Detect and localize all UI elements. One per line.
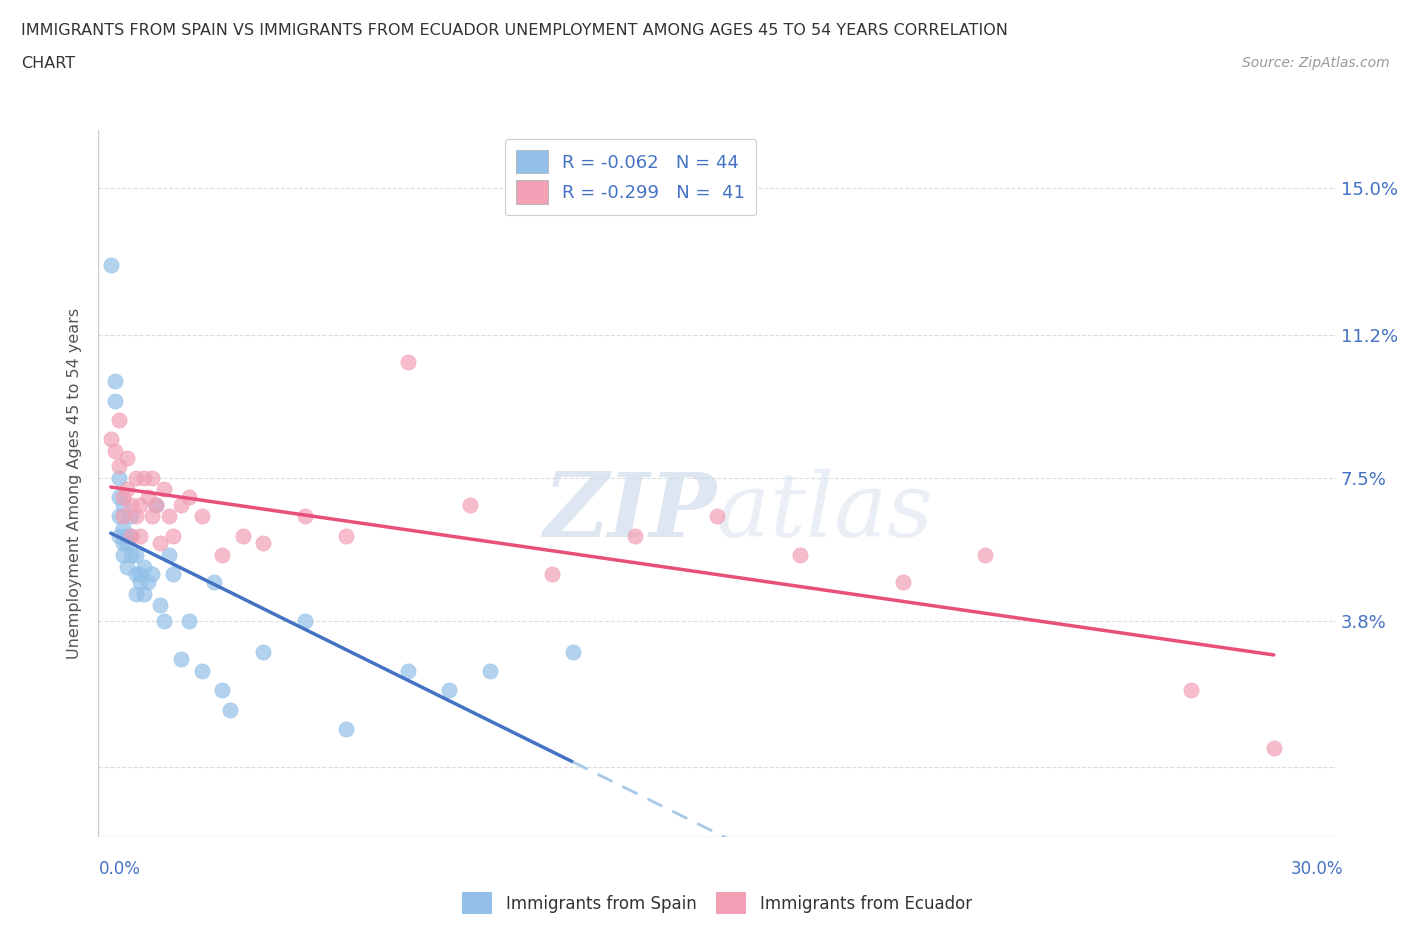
- Point: [789, 548, 811, 563]
- Point: [112, 509, 135, 524]
- Point: [120, 528, 142, 543]
- Point: [170, 498, 193, 512]
- Point: [252, 536, 274, 551]
- Point: [149, 598, 172, 613]
- Point: [124, 567, 146, 582]
- Point: [136, 490, 159, 505]
- Point: [112, 498, 135, 512]
- Point: [232, 528, 254, 543]
- Point: [335, 722, 357, 737]
- Point: [124, 471, 146, 485]
- Point: [1180, 683, 1202, 698]
- Text: Source: ZipAtlas.com: Source: ZipAtlas.com: [1241, 56, 1389, 70]
- Point: [132, 559, 155, 574]
- Point: [108, 471, 131, 485]
- Point: [219, 702, 242, 717]
- Point: [128, 575, 150, 590]
- Point: [157, 509, 180, 524]
- Point: [145, 498, 167, 512]
- Point: [132, 586, 155, 601]
- Point: [117, 559, 139, 574]
- Point: [541, 567, 564, 582]
- Point: [108, 528, 131, 543]
- Text: CHART: CHART: [21, 56, 75, 71]
- Point: [112, 536, 135, 551]
- Point: [124, 586, 146, 601]
- Point: [108, 458, 131, 473]
- Point: [128, 567, 150, 582]
- Point: [108, 509, 131, 524]
- Text: atlas: atlas: [717, 469, 932, 555]
- Point: [120, 498, 142, 512]
- Point: [479, 663, 502, 678]
- Point: [112, 548, 135, 563]
- Point: [145, 498, 167, 512]
- Point: [124, 509, 146, 524]
- Text: 30.0%: 30.0%: [1291, 860, 1343, 878]
- Point: [396, 663, 419, 678]
- Point: [162, 567, 184, 582]
- Point: [149, 536, 172, 551]
- Point: [437, 683, 460, 698]
- Legend: Immigrants from Spain, Immigrants from Ecuador: Immigrants from Spain, Immigrants from E…: [456, 885, 979, 921]
- Point: [190, 663, 212, 678]
- Point: [153, 482, 176, 497]
- Point: [252, 644, 274, 659]
- Point: [112, 490, 135, 505]
- Point: [157, 548, 180, 563]
- Point: [108, 490, 131, 505]
- Y-axis label: Unemployment Among Ages 45 to 54 years: Unemployment Among Ages 45 to 54 years: [67, 308, 83, 659]
- Point: [128, 498, 150, 512]
- Point: [294, 613, 316, 628]
- Point: [211, 548, 233, 563]
- Point: [104, 374, 127, 389]
- Point: [162, 528, 184, 543]
- Point: [623, 528, 645, 543]
- Point: [132, 471, 155, 485]
- Point: [120, 528, 142, 543]
- Point: [120, 548, 142, 563]
- Point: [396, 354, 419, 369]
- Point: [128, 528, 150, 543]
- Point: [112, 521, 135, 536]
- Point: [211, 683, 233, 698]
- Point: [891, 575, 914, 590]
- Point: [561, 644, 583, 659]
- Point: [141, 471, 163, 485]
- Point: [117, 482, 139, 497]
- Point: [706, 509, 728, 524]
- Point: [104, 393, 127, 408]
- Point: [136, 575, 159, 590]
- Point: [179, 613, 201, 628]
- Point: [117, 528, 139, 543]
- Point: [458, 498, 481, 512]
- Point: [202, 575, 225, 590]
- Point: [335, 528, 357, 543]
- Point: [104, 444, 127, 458]
- Point: [170, 652, 193, 667]
- Point: [120, 509, 142, 524]
- Point: [124, 548, 146, 563]
- Point: [179, 490, 201, 505]
- Point: [294, 509, 316, 524]
- Point: [141, 567, 163, 582]
- Point: [108, 412, 131, 427]
- Point: [1263, 740, 1285, 755]
- Point: [100, 258, 122, 272]
- Point: [117, 451, 139, 466]
- Text: ZIP: ZIP: [544, 469, 717, 555]
- Point: [153, 613, 176, 628]
- Point: [974, 548, 997, 563]
- Text: 0.0%: 0.0%: [98, 860, 141, 878]
- Point: [190, 509, 212, 524]
- Text: IMMIGRANTS FROM SPAIN VS IMMIGRANTS FROM ECUADOR UNEMPLOYMENT AMONG AGES 45 TO 5: IMMIGRANTS FROM SPAIN VS IMMIGRANTS FROM…: [21, 23, 1008, 38]
- Point: [141, 509, 163, 524]
- Point: [100, 432, 122, 446]
- Point: [117, 536, 139, 551]
